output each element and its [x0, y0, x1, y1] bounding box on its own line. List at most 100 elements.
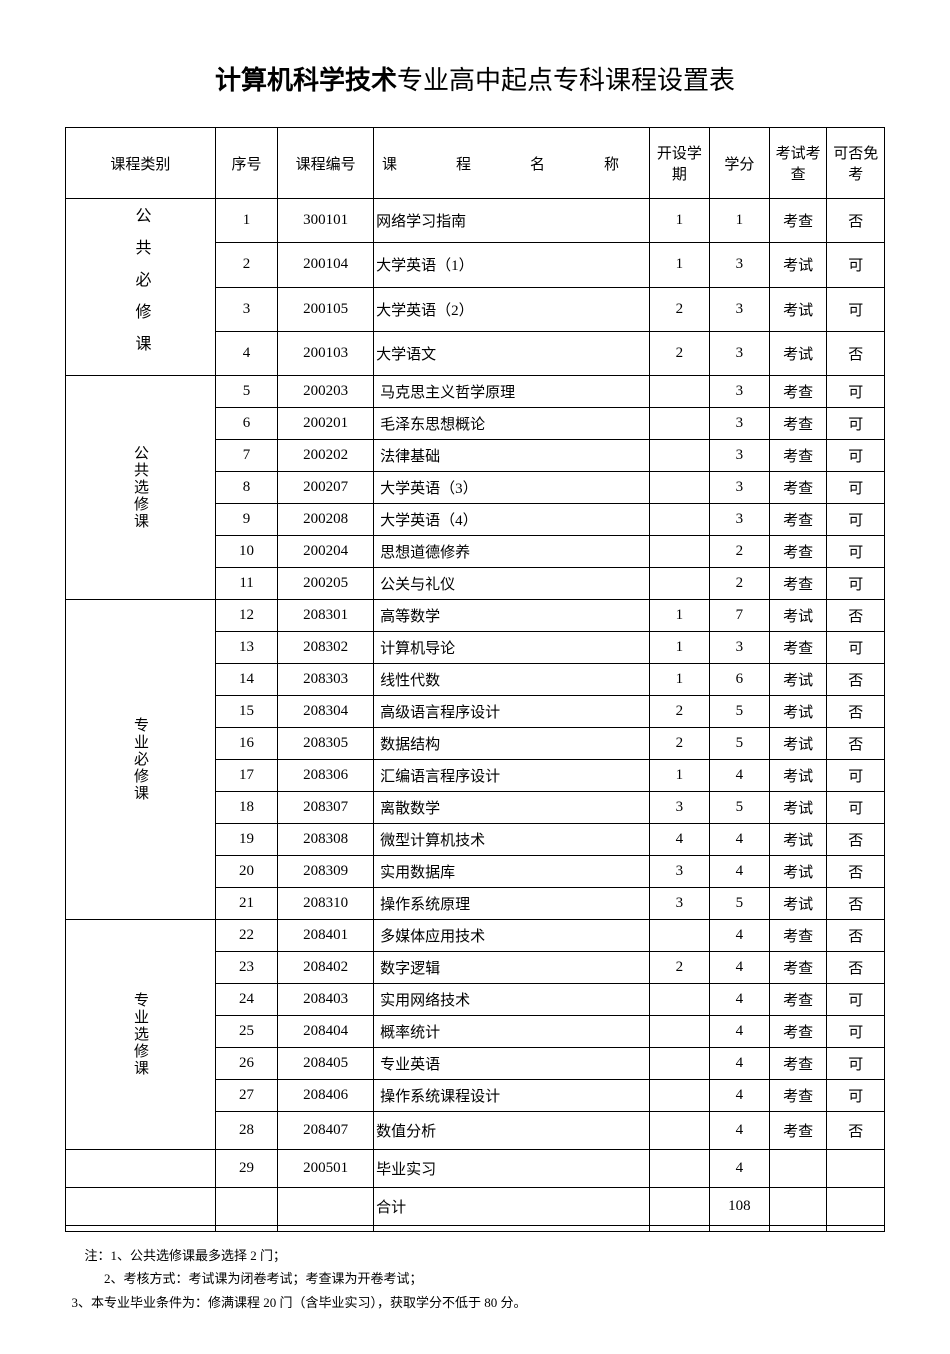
cell-sem — [649, 1048, 709, 1080]
cell-exam: 考查 — [769, 568, 827, 600]
cell-name: 大学英语（4） — [374, 504, 650, 536]
title-bold: 计算机科学技术 — [215, 65, 397, 95]
cell-sem — [649, 440, 709, 472]
cell-exempt: 可 — [827, 536, 885, 568]
cell-name: 离散数学 — [374, 792, 650, 824]
cell-name: 汇编语言程序设计 — [374, 760, 650, 792]
cell-sem — [649, 1112, 709, 1150]
cell-sem: 2 — [649, 331, 709, 375]
cell-sem — [649, 920, 709, 952]
cell-sem: 2 — [649, 287, 709, 331]
cell-sem — [649, 1080, 709, 1112]
table-row: 专业必修课 12 208301 高等数学 1 7 考试 否 — [66, 600, 885, 632]
cell-exam: 考查 — [769, 472, 827, 504]
cell-name: 专业英语 — [374, 1048, 650, 1080]
cell-sem: 3 — [649, 888, 709, 920]
table-header-row: 课程类别 序号 课程编号 课 程 名 称 开设学期 学分 考试考查 可否免考 — [66, 128, 885, 199]
cell-code: 208301 — [278, 600, 374, 632]
cell-name: 法律基础 — [374, 440, 650, 472]
cell-sem: 3 — [649, 856, 709, 888]
cell-empty — [215, 1226, 277, 1232]
cell-code: 200501 — [278, 1150, 374, 1188]
cell-code: 200208 — [278, 504, 374, 536]
cell-exam: 考查 — [769, 1080, 827, 1112]
cell-code: 208406 — [278, 1080, 374, 1112]
cell-sem — [649, 472, 709, 504]
cell-exempt: 否 — [827, 696, 885, 728]
cell-credit: 4 — [709, 824, 769, 856]
header-seq: 序号 — [215, 128, 277, 199]
cell-sem: 2 — [649, 696, 709, 728]
cell-exam: 考试 — [769, 243, 827, 287]
cell-sem: 3 — [649, 792, 709, 824]
cell-credit: 5 — [709, 792, 769, 824]
cell-name: 大学英语（3） — [374, 472, 650, 504]
table-row: 专业选修课 22 208401 多媒体应用技术 4 考查 否 — [66, 920, 885, 952]
cell-name: 大学英语（1） — [374, 243, 650, 287]
cell-total-label: 合计 — [374, 1188, 650, 1226]
header-name: 课 程 名 称 — [374, 128, 650, 199]
cell-code: 200207 — [278, 472, 374, 504]
cell-code: 208302 — [278, 632, 374, 664]
cell-exam: 考试 — [769, 696, 827, 728]
cell-exam: 考查 — [769, 1112, 827, 1150]
cell-exam: 考查 — [769, 1048, 827, 1080]
cell-exempt: 否 — [827, 888, 885, 920]
cell-seq: 14 — [215, 664, 277, 696]
cell-seq: 17 — [215, 760, 277, 792]
cell-empty — [649, 1226, 709, 1232]
note-line-1: 注：1、公共选修课最多选择 2 门； — [65, 1244, 885, 1267]
cell-seq: 19 — [215, 824, 277, 856]
cell-credit: 2 — [709, 568, 769, 600]
cell-exam: 考试 — [769, 792, 827, 824]
cell-code: 208401 — [278, 920, 374, 952]
cell-empty — [66, 1188, 216, 1226]
cell-credit: 4 — [709, 1112, 769, 1150]
cell-credit: 3 — [709, 331, 769, 375]
cell-exam: 考查 — [769, 536, 827, 568]
cell-seq: 12 — [215, 600, 277, 632]
cell-seq: 7 — [215, 440, 277, 472]
cell-credit: 4 — [709, 1080, 769, 1112]
cell-exempt: 否 — [827, 199, 885, 243]
cell-exempt: 可 — [827, 408, 885, 440]
title-normal-1: 专业高中起点专科 — [397, 66, 605, 95]
cell-exam: 考查 — [769, 376, 827, 408]
cell-sem — [649, 376, 709, 408]
cell-code: 200204 — [278, 536, 374, 568]
cell-exam: 考试 — [769, 824, 827, 856]
cell-sem: 1 — [649, 199, 709, 243]
cell-credit: 4 — [709, 760, 769, 792]
table-row: 公共必修课 1 300101 网络学习指南 1 1 考查 否 — [66, 199, 885, 243]
cell-sem: 1 — [649, 664, 709, 696]
cell-sem — [649, 408, 709, 440]
cell-sem — [649, 1016, 709, 1048]
cell-sem: 1 — [649, 600, 709, 632]
cell-code: 208407 — [278, 1112, 374, 1150]
header-exempt: 可否免考 — [827, 128, 885, 199]
cell-total-value: 108 — [709, 1188, 769, 1226]
cell-exam: 考查 — [769, 952, 827, 984]
cell-empty — [278, 1226, 374, 1232]
cell-exam: 考试 — [769, 888, 827, 920]
cell-name: 数据结构 — [374, 728, 650, 760]
cell-credit: 3 — [709, 440, 769, 472]
cell-credit: 4 — [709, 1016, 769, 1048]
cell-empty — [709, 1226, 769, 1232]
cell-exam: 考查 — [769, 504, 827, 536]
cell-name: 毕业实习 — [374, 1150, 650, 1188]
cell-exempt: 可 — [827, 760, 885, 792]
cell-exempt: 可 — [827, 376, 885, 408]
cell-exempt: 可 — [827, 1016, 885, 1048]
cell-credit: 4 — [709, 1048, 769, 1080]
cell-name: 概率统计 — [374, 1016, 650, 1048]
cell-exam: 考试 — [769, 728, 827, 760]
cell-empty — [827, 1226, 885, 1232]
cell-seq: 10 — [215, 536, 277, 568]
cell-exempt: 可 — [827, 1048, 885, 1080]
cell-exam: 考查 — [769, 984, 827, 1016]
cell-empty — [649, 1188, 709, 1226]
category-public-required: 公共必修课 — [66, 199, 216, 376]
cell-seq: 16 — [215, 728, 277, 760]
cell-seq: 9 — [215, 504, 277, 536]
